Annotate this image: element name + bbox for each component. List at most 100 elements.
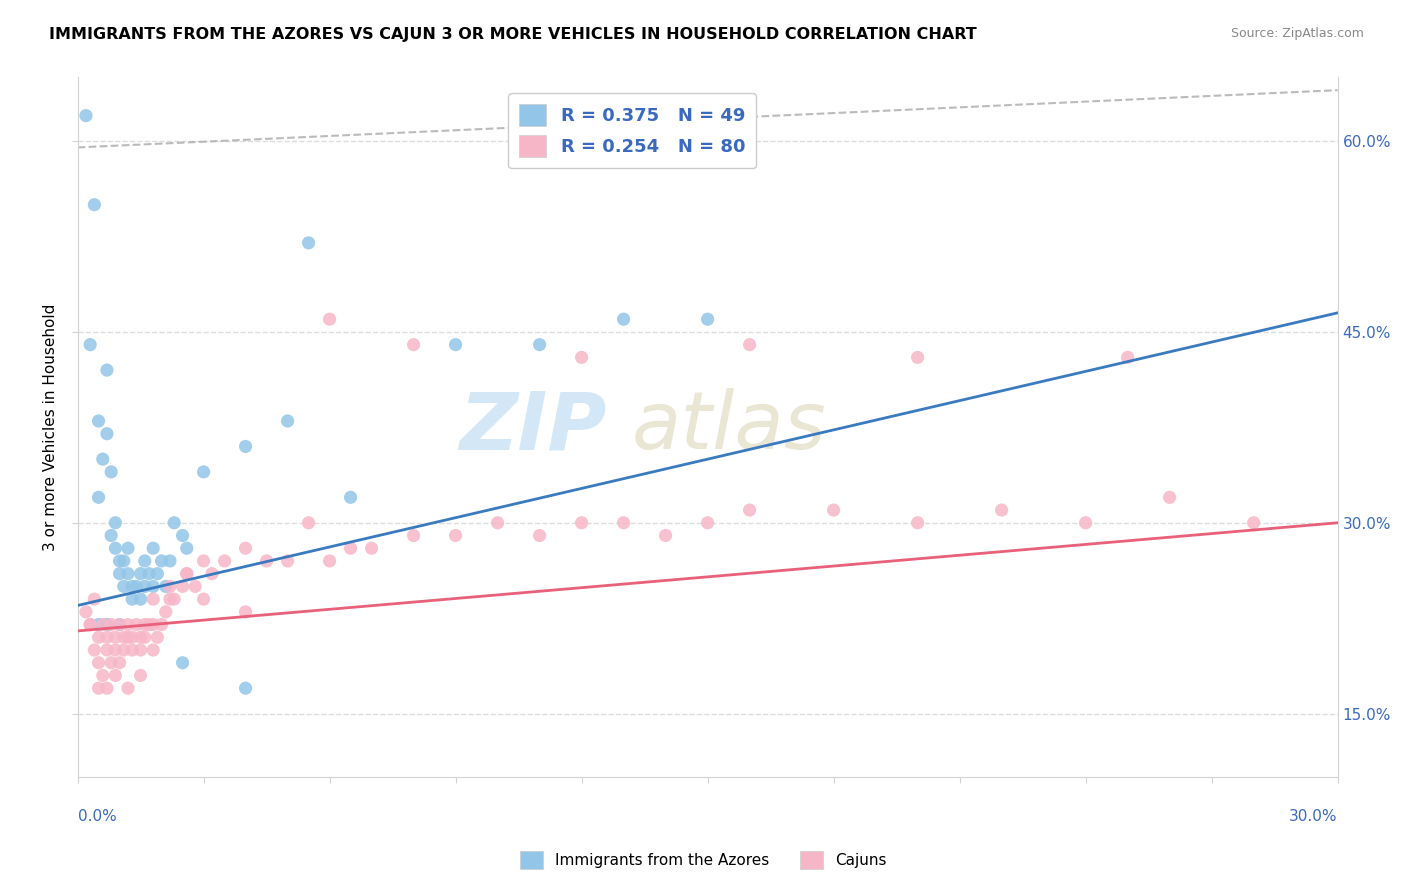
Y-axis label: 3 or more Vehicles in Household: 3 or more Vehicles in Household <box>44 303 58 551</box>
Point <box>117 681 139 696</box>
Point <box>214 554 236 568</box>
Point <box>277 414 299 428</box>
Point <box>235 439 257 453</box>
Point <box>112 554 135 568</box>
Text: ZIP: ZIP <box>460 388 607 467</box>
Legend: R = 0.375   N = 49, R = 0.254   N = 80: R = 0.375 N = 49, R = 0.254 N = 80 <box>508 94 756 169</box>
Point <box>125 617 148 632</box>
Point <box>159 579 181 593</box>
Point <box>100 656 122 670</box>
Point <box>96 363 118 377</box>
Point <box>1074 516 1097 530</box>
Point <box>121 579 143 593</box>
Point <box>339 541 361 556</box>
Point <box>108 617 131 632</box>
Point <box>163 516 186 530</box>
Point <box>79 617 101 632</box>
Point <box>235 541 257 556</box>
Point <box>142 541 165 556</box>
Point <box>907 351 929 365</box>
Point <box>172 528 194 542</box>
Point <box>87 414 110 428</box>
Point <box>108 656 131 670</box>
Point <box>83 643 105 657</box>
Point <box>129 566 152 581</box>
Point <box>696 516 718 530</box>
Point <box>159 554 181 568</box>
Legend: Immigrants from the Azores, Cajuns: Immigrants from the Azores, Cajuns <box>513 845 893 875</box>
Point <box>444 528 467 542</box>
Point <box>155 579 177 593</box>
Point <box>318 312 340 326</box>
Point <box>738 337 761 351</box>
Point <box>159 592 181 607</box>
Point <box>104 630 127 644</box>
Point <box>256 554 278 568</box>
Text: atlas: atlas <box>633 388 827 467</box>
Point <box>529 337 551 351</box>
Point <box>83 197 105 211</box>
Point <box>1243 516 1265 530</box>
Point <box>117 630 139 644</box>
Point <box>134 579 156 593</box>
Point <box>444 337 467 351</box>
Point <box>96 617 118 632</box>
Point <box>87 656 110 670</box>
Point <box>125 579 148 593</box>
Point <box>87 491 110 505</box>
Point <box>990 503 1012 517</box>
Point <box>96 426 118 441</box>
Point <box>108 617 131 632</box>
Point <box>235 605 257 619</box>
Point <box>117 566 139 581</box>
Point <box>146 630 169 644</box>
Point <box>134 630 156 644</box>
Point <box>1116 351 1139 365</box>
Point <box>112 579 135 593</box>
Point <box>117 617 139 632</box>
Point <box>112 630 135 644</box>
Point <box>112 643 135 657</box>
Point <box>142 579 165 593</box>
Point <box>129 643 152 657</box>
Point <box>142 592 165 607</box>
Point <box>87 681 110 696</box>
Point <box>184 579 207 593</box>
Point <box>100 617 122 632</box>
Point <box>529 528 551 542</box>
Point <box>297 235 319 250</box>
Point <box>87 630 110 644</box>
Point <box>91 668 114 682</box>
Point <box>100 465 122 479</box>
Point <box>104 541 127 556</box>
Point <box>96 630 118 644</box>
Point <box>613 516 636 530</box>
Point <box>193 465 215 479</box>
Point <box>121 643 143 657</box>
Point <box>193 592 215 607</box>
Point <box>163 592 186 607</box>
Point <box>104 516 127 530</box>
Point <box>193 554 215 568</box>
Point <box>129 630 152 644</box>
Point <box>142 617 165 632</box>
Point <box>146 566 169 581</box>
Point <box>121 592 143 607</box>
Point <box>402 528 425 542</box>
Point <box>150 617 173 632</box>
Point <box>100 528 122 542</box>
Point <box>907 516 929 530</box>
Point <box>108 554 131 568</box>
Point <box>75 109 97 123</box>
Point <box>155 605 177 619</box>
Point <box>318 554 340 568</box>
Point <box>91 452 114 467</box>
Point <box>79 617 101 632</box>
Point <box>134 554 156 568</box>
Point <box>117 541 139 556</box>
Point <box>1159 491 1181 505</box>
Point <box>339 491 361 505</box>
Point <box>129 592 152 607</box>
Text: 30.0%: 30.0% <box>1289 809 1337 824</box>
Point <box>738 503 761 517</box>
